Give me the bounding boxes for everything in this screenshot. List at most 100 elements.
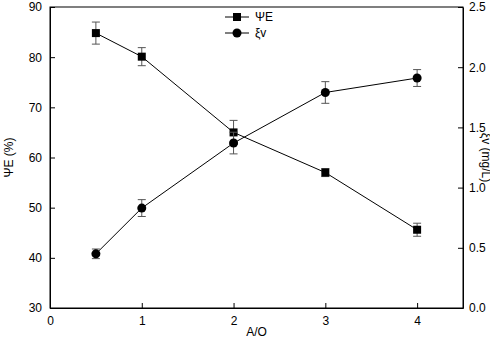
tick-label: 2.5 <box>469 0 486 14</box>
tick-label: 80 <box>29 51 43 65</box>
error-bar-cap <box>321 103 329 104</box>
series-line <box>96 78 417 254</box>
error-bar-cap <box>138 199 146 200</box>
plot-area <box>91 22 421 259</box>
tick-mark <box>458 248 463 249</box>
data-point <box>413 226 421 234</box>
tick-mark <box>417 303 418 308</box>
error-bar-cap <box>413 236 421 237</box>
legend-label: ΨE <box>255 10 273 24</box>
tick: 70 <box>29 101 55 115</box>
tick-label: 90 <box>29 0 43 14</box>
y2-axis-title: ξv (mg/L) <box>479 133 490 182</box>
error-bar <box>92 249 100 259</box>
tick-label: 1.0 <box>469 181 486 195</box>
tick-mark <box>458 7 463 8</box>
x-axis-title: A/O <box>246 325 267 339</box>
legend-label: ξv <box>255 26 266 40</box>
tick: 1.0 <box>458 181 486 195</box>
error-bar-cap <box>321 81 329 82</box>
tick-mark <box>50 158 55 159</box>
error-bar-cap <box>92 44 100 45</box>
error-bar <box>413 70 421 87</box>
plot-frame <box>50 7 463 308</box>
data-point <box>321 88 330 97</box>
tick-label: 1 <box>139 314 146 328</box>
tick-mark <box>50 208 55 209</box>
data-point <box>137 204 146 213</box>
tick: 0.0 <box>458 301 486 315</box>
tick-mark <box>458 188 463 189</box>
y-axis-title: ΨE (%) <box>2 137 16 177</box>
data-point <box>413 74 422 83</box>
error-bar <box>321 82 329 104</box>
tick-mark <box>50 57 55 58</box>
tick-label: 2.0 <box>469 61 486 75</box>
tick-mark <box>458 67 463 68</box>
tick-mark <box>50 308 55 309</box>
tick-mark <box>234 303 235 308</box>
error-bar <box>138 48 146 66</box>
tick: 0.5 <box>458 241 486 255</box>
error-bar-cap <box>138 47 146 48</box>
error-bar <box>92 22 100 44</box>
tick: 2.0 <box>458 61 486 75</box>
tick-label: 0.0 <box>469 301 486 315</box>
error-bar <box>230 132 238 154</box>
error-bar-cap <box>413 86 421 87</box>
error-bar-cap <box>138 216 146 217</box>
legend: ΨE ξv <box>225 10 273 40</box>
tick-mark <box>458 308 463 309</box>
tick-mark <box>458 127 463 128</box>
tick-mark <box>50 7 55 8</box>
tick-label: 0.5 <box>469 241 486 255</box>
x-axis: 0 1 2 3 4 <box>47 303 463 328</box>
tick-mark <box>325 303 326 308</box>
tick: 30 <box>29 301 55 315</box>
y2-axis-line <box>463 8 464 309</box>
data-point <box>91 249 100 258</box>
error-bar-cap <box>230 153 238 154</box>
legend-marker <box>233 29 242 38</box>
error-bar-cap <box>92 22 100 23</box>
tick: 60 <box>29 151 55 165</box>
tick: 80 <box>29 51 55 65</box>
tick-mark <box>50 107 55 108</box>
tick-label: 2 <box>231 314 238 328</box>
tick: 4 <box>414 303 421 328</box>
error-bar-cap <box>138 65 146 66</box>
legend-marker <box>233 13 241 21</box>
tick-label: 50 <box>29 201 43 215</box>
tick-label: 3 <box>322 314 329 328</box>
error-bar <box>321 169 329 177</box>
error-bar-cap <box>230 132 238 133</box>
data-point <box>138 53 146 61</box>
tick-label: 0 <box>47 314 54 328</box>
tick-mark <box>50 258 55 259</box>
tick: 3 <box>322 303 329 328</box>
tick: 1 <box>139 303 146 328</box>
tick: 2.5 <box>458 0 486 14</box>
chart: 01234304050607080900.00.51.01.52.02.5A/O… <box>0 0 490 343</box>
tick: 50 <box>29 201 55 215</box>
error-bar <box>413 223 421 236</box>
error-bar-cap <box>413 69 421 70</box>
tick: 2 <box>231 303 238 328</box>
tick-label: 70 <box>29 101 43 115</box>
error-bar <box>138 200 146 217</box>
data-point <box>321 169 329 177</box>
series-line <box>96 33 417 230</box>
y-axis: 30 40 50 60 70 80 90 <box>29 0 55 315</box>
tick-label: 40 <box>29 251 43 265</box>
tick: 90 <box>29 0 55 14</box>
tick-label: 30 <box>29 301 43 315</box>
tick: 40 <box>29 251 55 265</box>
error-bar-cap <box>230 120 238 121</box>
error-bar-cap <box>413 223 421 224</box>
x-axis-line <box>51 308 464 309</box>
tick-label: 60 <box>29 151 43 165</box>
tick-mark <box>142 303 143 308</box>
data-point <box>229 139 238 148</box>
tick-label: 4 <box>414 314 421 328</box>
data-point <box>92 29 100 37</box>
